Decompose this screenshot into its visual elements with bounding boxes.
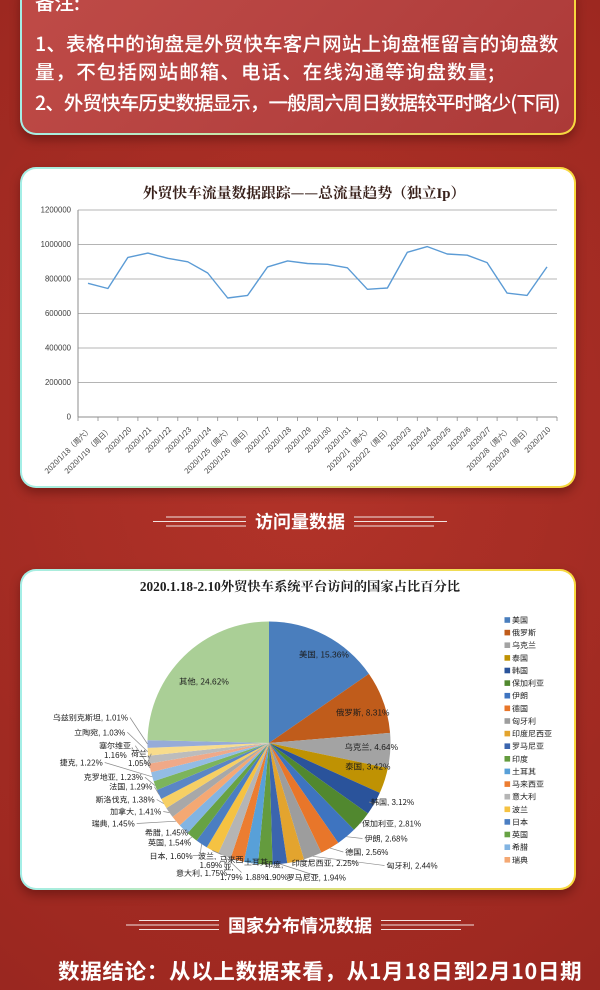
svg-text:400000: 400000 bbox=[45, 344, 72, 353]
svg-text:1.05%: 1.05% bbox=[128, 758, 151, 769]
svg-text:立陶宛, 1.03%: 立陶宛, 1.03% bbox=[74, 727, 125, 738]
svg-text:俄罗斯, 8.31%: 俄罗斯, 8.31% bbox=[336, 707, 390, 719]
svg-text:克罗地亚, 1.23%: 克罗地亚, 1.23% bbox=[84, 772, 143, 783]
svg-text:印度尼西亚: 印度尼西亚 bbox=[512, 729, 552, 740]
svg-text:泰国: 泰国 bbox=[512, 653, 528, 664]
svg-text:罗马尼亚: 罗马尼亚 bbox=[512, 741, 544, 752]
svg-text:1.90%: 1.90% bbox=[265, 872, 288, 883]
svg-text:200000: 200000 bbox=[45, 378, 72, 387]
svg-text:美国, 15.36%: 美国, 15.36% bbox=[299, 649, 349, 661]
svg-text:韩国, 3.12%: 韩国, 3.12% bbox=[371, 797, 414, 808]
svg-text:1000000: 1000000 bbox=[41, 240, 72, 249]
svg-text:意大利: 意大利 bbox=[512, 792, 536, 803]
svg-text:韩国: 韩国 bbox=[512, 666, 528, 677]
svg-text:印度,: 印度, bbox=[265, 860, 283, 871]
svg-text:1.79%: 1.79% bbox=[220, 872, 243, 883]
svg-text:保加利亚, 2.81%: 保加利亚, 2.81% bbox=[362, 819, 421, 830]
svg-text:法国, 1.29%: 法国, 1.29% bbox=[109, 782, 152, 793]
svg-text:波兰,: 波兰, bbox=[198, 851, 216, 862]
svg-text:亚,: 亚, bbox=[224, 862, 234, 873]
svg-text:外贸快车流量数据跟踪——总流量趋势（独立Ip）: 外贸快车流量数据跟踪——总流量趋势（独立Ip） bbox=[143, 182, 466, 203]
svg-text:1.88%: 1.88% bbox=[245, 872, 268, 883]
svg-text:印度尼西亚, 2.25%: 印度尼西亚, 2.25% bbox=[292, 858, 359, 869]
svg-text:0: 0 bbox=[67, 413, 72, 422]
svg-text:1.16%: 1.16% bbox=[104, 750, 127, 761]
svg-text:保加利亚: 保加利亚 bbox=[512, 678, 544, 689]
svg-text:乌兹别克斯坦, 1.01%: 乌兹别克斯坦, 1.01% bbox=[53, 713, 128, 724]
svg-text:其他, 24.62%: 其他, 24.62% bbox=[179, 676, 229, 688]
svg-text:土耳其: 土耳其 bbox=[512, 766, 536, 777]
svg-text:马来西亚: 马来西亚 bbox=[512, 779, 544, 790]
svg-text:1200000: 1200000 bbox=[41, 206, 72, 215]
svg-text:加拿大, 1.41%: 加拿大, 1.41% bbox=[110, 807, 161, 818]
svg-text:希腊: 希腊 bbox=[512, 842, 528, 853]
svg-text:600000: 600000 bbox=[45, 309, 72, 318]
svg-text:泰国, 3.42%: 泰国, 3.42% bbox=[345, 761, 391, 773]
svg-text:美国: 美国 bbox=[512, 615, 528, 626]
svg-text:英国: 英国 bbox=[512, 830, 528, 841]
svg-text:罗马尼亚, 1.94%: 罗马尼亚, 1.94% bbox=[287, 873, 346, 884]
svg-text:俄罗斯: 俄罗斯 bbox=[512, 628, 536, 639]
svg-text:英国, 1.54%: 英国, 1.54% bbox=[148, 838, 191, 849]
svg-text:德国, 2.56%: 德国, 2.56% bbox=[345, 847, 388, 858]
svg-text:伊朗, 2.68%: 伊朗, 2.68% bbox=[365, 834, 408, 845]
svg-text:800000: 800000 bbox=[45, 275, 72, 284]
svg-text:德国: 德国 bbox=[512, 703, 528, 714]
svg-text:马来西: 马来西 bbox=[220, 855, 244, 866]
svg-text:日本, 1.60%: 日本, 1.60% bbox=[150, 851, 193, 862]
svg-text:匈牙利: 匈牙利 bbox=[512, 716, 536, 727]
svg-text:日本: 日本 bbox=[512, 817, 528, 828]
svg-text:捷克, 1.22%: 捷克, 1.22% bbox=[60, 758, 103, 769]
svg-text:2020.1.18-2.10外贸快车系统平台访问的国家占比百: 2020.1.18-2.10外贸快车系统平台访问的国家占比百分比 bbox=[140, 576, 460, 595]
svg-text:塞尔维亚,: 塞尔维亚, bbox=[99, 741, 133, 752]
svg-text:印度: 印度 bbox=[512, 754, 528, 765]
svg-text:1.69%: 1.69% bbox=[200, 860, 223, 871]
svg-text:荷兰,: 荷兰, bbox=[131, 749, 149, 760]
svg-text:瑞典, 1.45%: 瑞典, 1.45% bbox=[92, 819, 135, 830]
svg-text:乌克兰: 乌克兰 bbox=[512, 640, 536, 651]
svg-text:斯洛伐克, 1.38%: 斯洛伐克, 1.38% bbox=[96, 795, 155, 806]
svg-text:意大利, 1.75%: 意大利, 1.75% bbox=[176, 868, 227, 879]
svg-text:伊朗: 伊朗 bbox=[512, 691, 528, 702]
svg-text:波兰: 波兰 bbox=[512, 804, 528, 815]
svg-text:瑞典: 瑞典 bbox=[512, 855, 528, 866]
svg-text:匈牙利, 2.44%: 匈牙利, 2.44% bbox=[387, 861, 438, 872]
svg-text:乌克兰, 4.64%: 乌克兰, 4.64% bbox=[345, 741, 399, 753]
svg-text:希腊, 1.45%: 希腊, 1.45% bbox=[145, 827, 188, 838]
svg-text:土耳其,: 土耳其, bbox=[244, 857, 270, 868]
